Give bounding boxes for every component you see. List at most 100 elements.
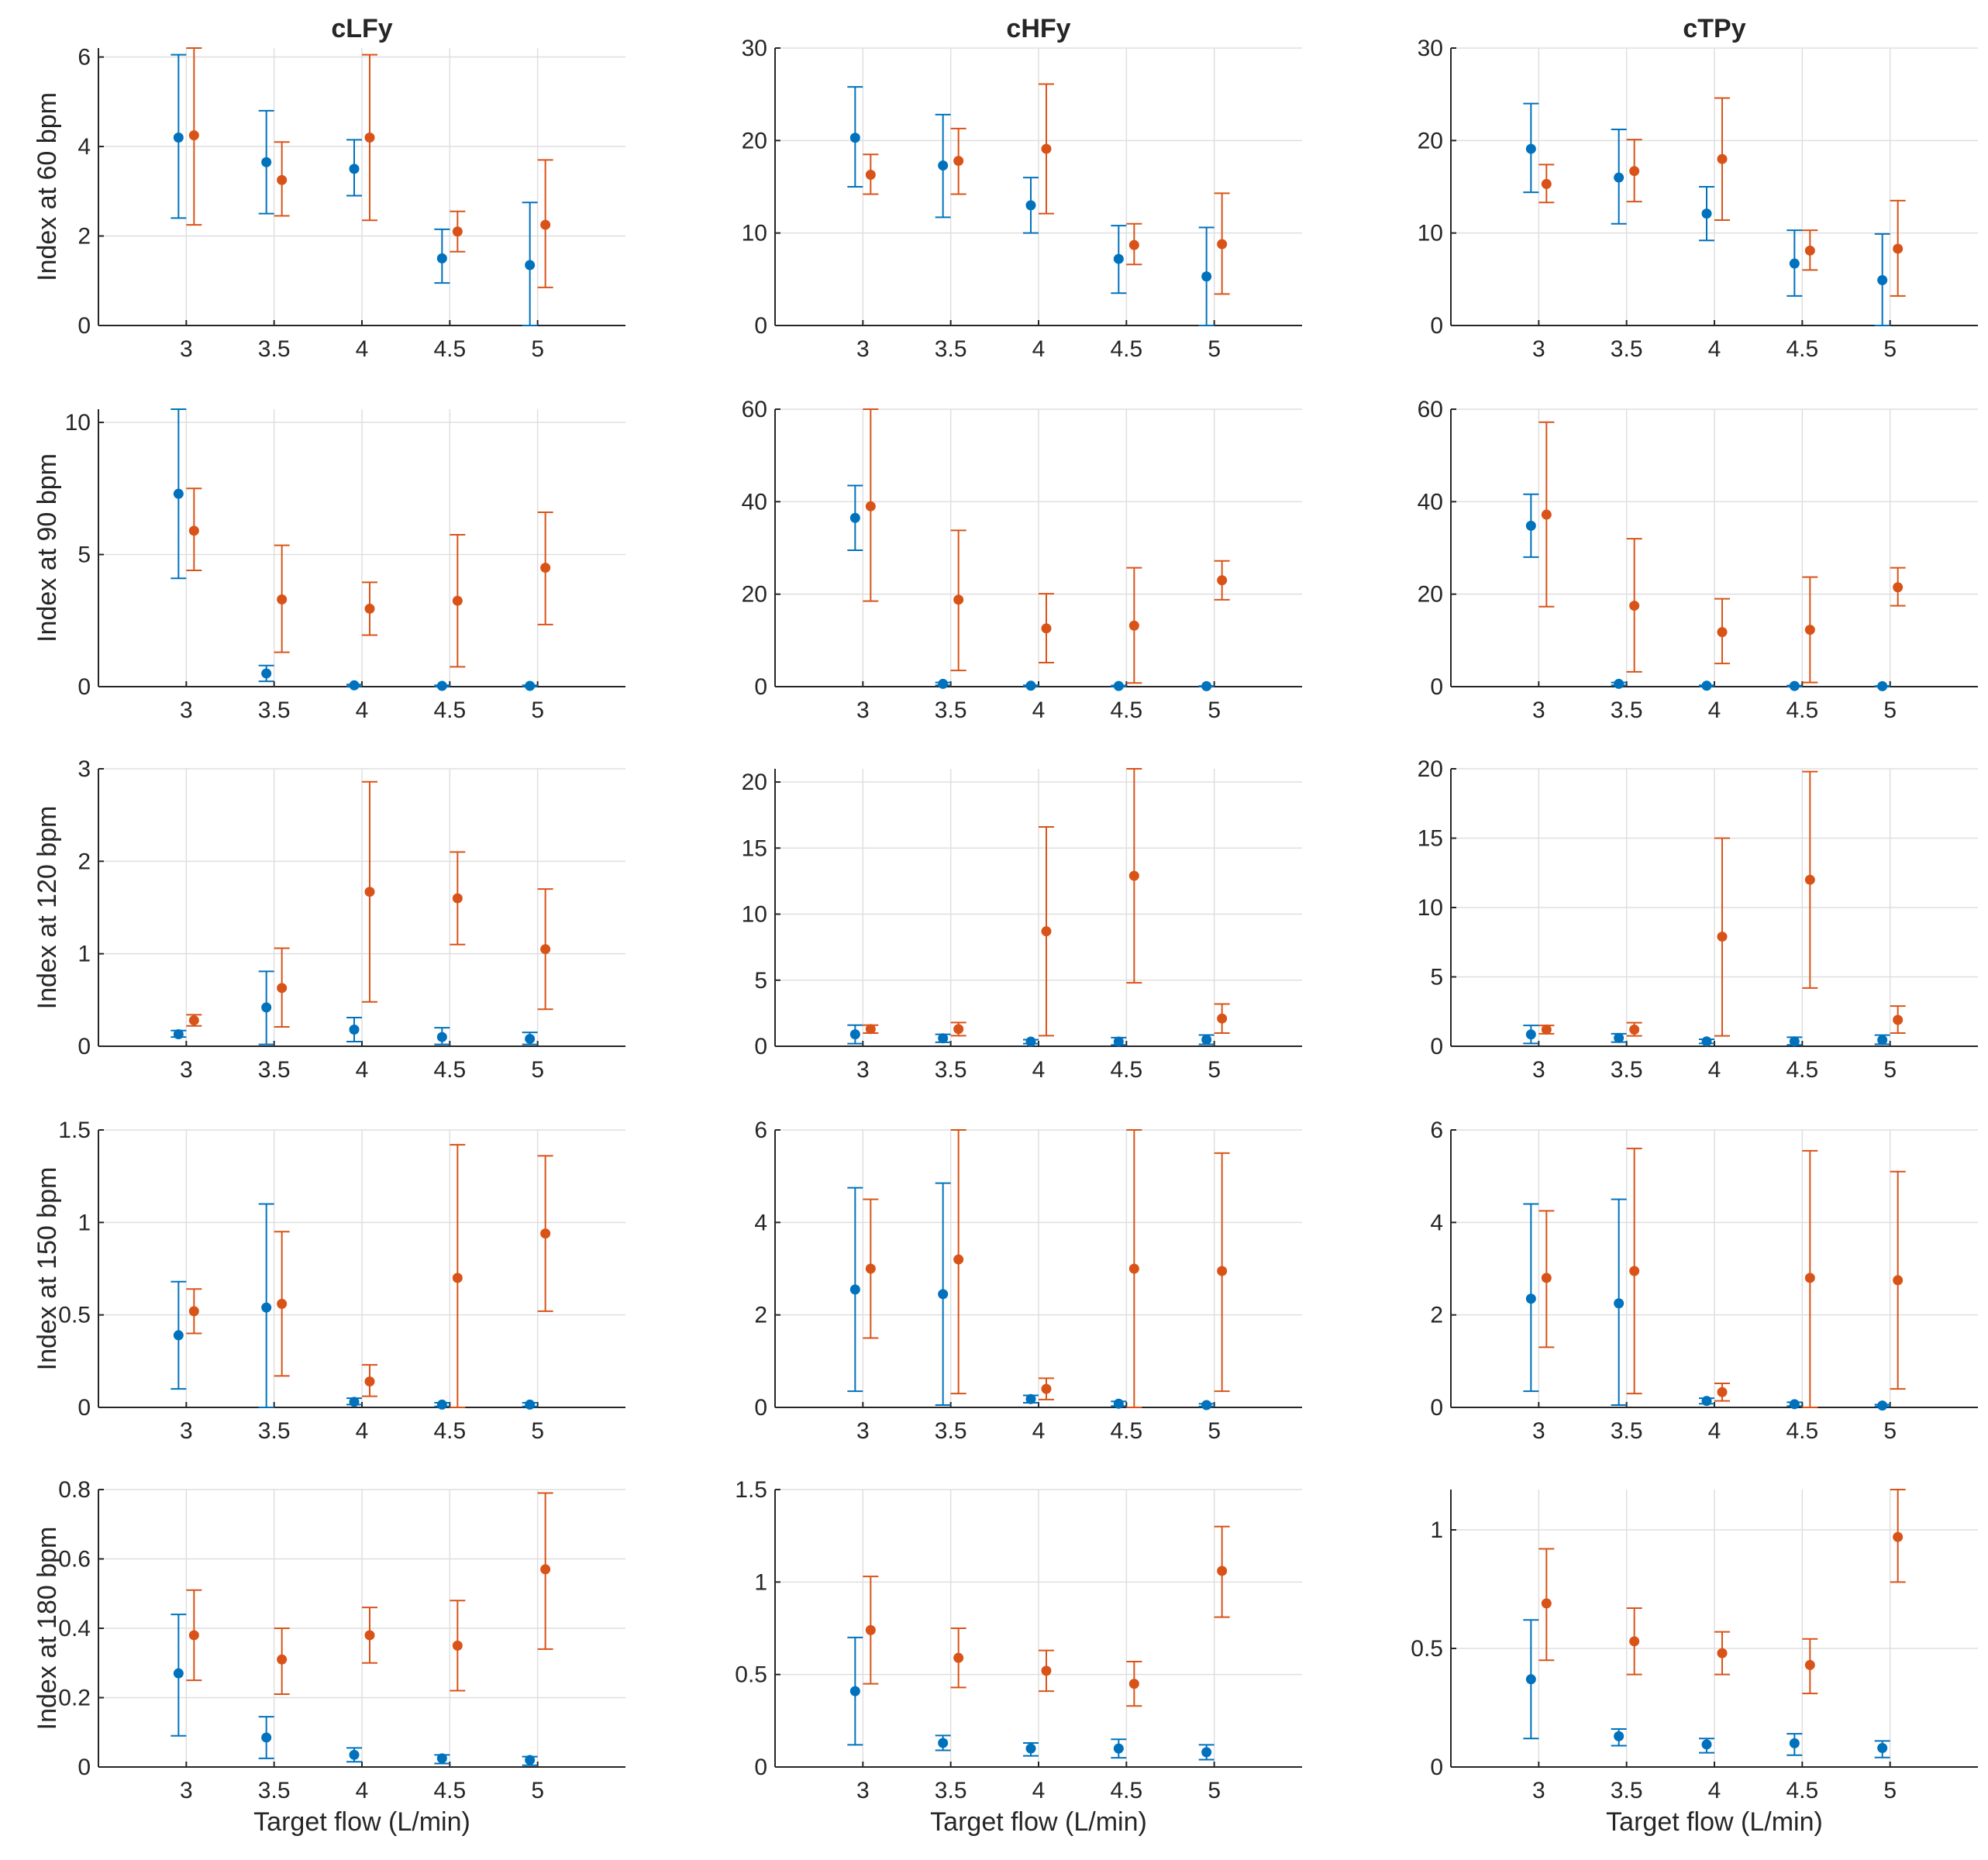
mean-marker [364,603,375,614]
x-tick-label: 5 [531,698,544,723]
mean-marker [849,1284,860,1295]
mean-marker [364,1630,375,1641]
mean-marker [865,169,876,180]
mean-marker [1525,520,1536,531]
x-tick-label: 4 [356,1418,369,1444]
y-tick-label: 0.5 [1411,1636,1443,1662]
mean-marker [277,1654,288,1665]
mean-marker [1804,874,1815,885]
mean-marker [349,1397,360,1407]
x-tick-label: 4.5 [1786,1057,1818,1083]
mean-marker [261,1732,272,1743]
mean-marker [1541,1273,1552,1283]
x-tick-label: 4.5 [433,1778,466,1803]
mean-marker [953,594,964,605]
mean-marker [261,1002,272,1013]
x-tick-label: 4.5 [1786,1778,1818,1803]
mean-marker [1041,926,1052,937]
x-tick-label: 3.5 [1611,1418,1643,1444]
x-tick-label: 3 [1532,336,1545,362]
x-tick-label: 4 [1708,1418,1721,1444]
y-tick-label: 0 [78,1395,91,1421]
x-tick-label: 5 [1208,698,1221,723]
mean-marker [1614,1032,1625,1043]
panel: 3 3.5 4 4.5 5 0 2 4 6 [1430,1118,1978,1444]
y-tick-label: 40 [1418,489,1443,515]
mean-marker [1629,601,1640,611]
mean-marker [188,1630,199,1641]
y-tick-label: 30 [742,36,767,61]
x-axis-label: Target flow (L/min) [253,1807,470,1837]
mean-marker [938,160,949,171]
x-tick-label: 5 [1208,336,1221,362]
mean-marker [1877,1743,1888,1754]
panel: 3 3.5 4 4.5 5 0 0.5 1 1.5 [735,1477,1302,1803]
x-tick-label: 3 [856,1778,870,1803]
mean-marker [1789,680,1800,691]
mean-marker [953,1652,964,1663]
y-tick-label: 6 [78,45,91,71]
mean-marker [1025,680,1036,691]
mean-marker [349,680,360,691]
mean-marker [540,563,551,574]
mean-marker [1717,627,1728,638]
mean-marker [436,253,447,264]
mean-marker [1804,245,1815,256]
x-tick-label: 3 [856,1418,870,1444]
mean-marker [1893,1275,1904,1286]
mean-marker [540,1228,551,1239]
y-tick-label: 0.8 [58,1477,91,1503]
y-tick-label: 0 [754,674,767,700]
mean-marker [849,512,860,523]
mean-marker [436,1032,447,1042]
mean-marker [1041,1665,1052,1676]
y-tick-label: 20 [1418,756,1443,782]
x-tick-label: 4.5 [433,1418,466,1444]
panel: 3 3.5 4 4.5 5 0 5 10 [65,408,625,723]
mean-marker [1789,1738,1800,1748]
y-tick-label: 6 [754,1118,767,1143]
mean-marker [277,174,288,185]
mean-marker [1525,1029,1536,1040]
x-tick-label: 4 [1032,1418,1046,1444]
y-tick-label: 0 [1430,1034,1443,1059]
mean-marker [1541,178,1552,189]
mean-marker [1217,1266,1228,1276]
x-tick-label: 4 [1708,336,1721,362]
mean-marker [1113,1398,1124,1409]
y-tick-label: 30 [1418,36,1443,61]
y-tick-label: 0 [754,1755,767,1780]
x-tick-label: 4 [1032,1778,1046,1803]
y-axis-label: Index at 90 bpm [33,453,62,642]
mean-marker [1541,1025,1552,1035]
mean-marker [1629,1636,1640,1647]
mean-marker [1877,1035,1888,1045]
y-tick-label: 20 [742,582,767,608]
mean-marker [1041,143,1052,154]
y-axis-label: Index at 60 bpm [33,92,62,281]
y-tick-label: 1 [78,942,91,967]
x-tick-label: 4.5 [1110,336,1142,362]
x-tick-label: 5 [531,336,544,362]
mean-marker [1025,1743,1036,1754]
mean-marker [349,1025,360,1035]
mean-marker [525,680,536,691]
mean-marker [1877,680,1888,691]
mean-marker [1128,1263,1139,1274]
x-tick-label: 3 [1532,1057,1545,1083]
y-tick-label: 0.5 [58,1303,91,1328]
mean-marker [436,1753,447,1764]
mean-marker [1113,1743,1124,1754]
x-tick-label: 5 [1883,336,1897,362]
x-tick-label: 4.5 [433,1057,466,1083]
x-tick-label: 3 [180,336,193,362]
mean-marker [1128,870,1139,881]
y-tick-label: 2 [754,1303,767,1328]
mean-marker [1201,1747,1212,1758]
mean-marker [452,893,463,904]
mean-marker [1217,1013,1228,1024]
y-tick-label: 0.2 [58,1686,91,1711]
y-tick-label: 3 [78,756,91,782]
mean-marker [1128,239,1139,250]
x-tick-label: 4.5 [1786,336,1818,362]
